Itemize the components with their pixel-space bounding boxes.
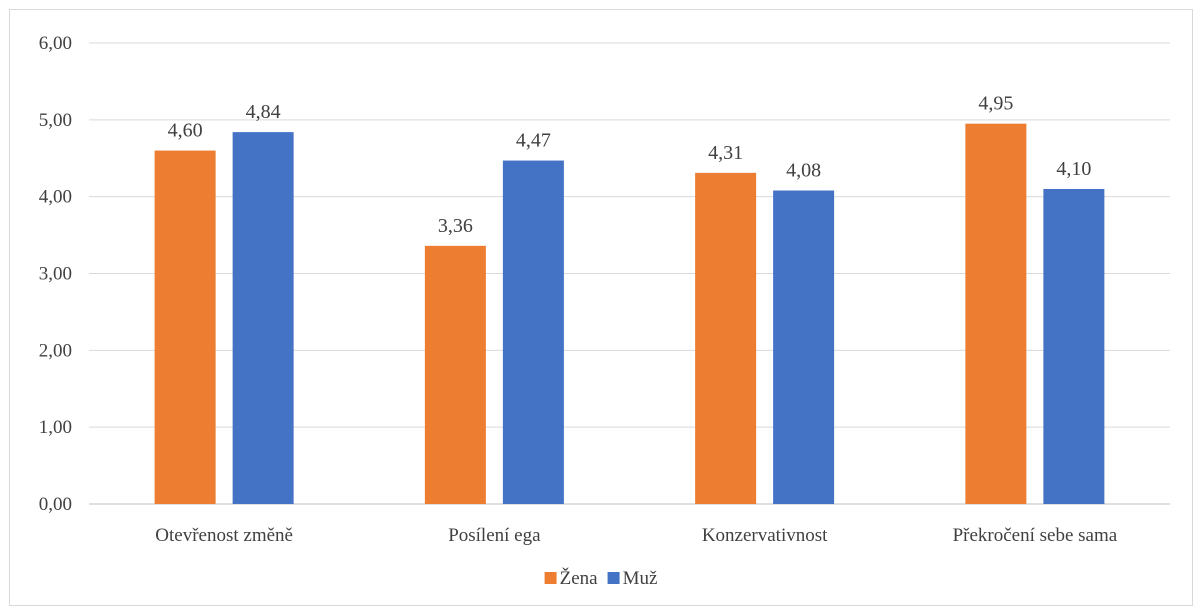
y-tick-label: 4,00: [39, 187, 72, 208]
data-label: 4,08: [786, 160, 821, 182]
legend: Žena Muž: [544, 567, 658, 589]
category-label: Posílení ega: [448, 525, 541, 546]
category-label: Konzervativnost: [702, 525, 828, 546]
legend-label: Žena: [560, 567, 599, 589]
data-label: 3,36: [438, 215, 473, 237]
category-label: Překročení sebe sama: [953, 525, 1118, 546]
bar: [965, 123, 1027, 505]
data-labels: 4,60 4,84 3,36 4,47 4,31 4,08 4,95 4,10: [168, 93, 1092, 237]
bars: [154, 123, 1105, 505]
y-tick-label: 2,00: [39, 340, 72, 361]
data-label: 4,60: [168, 120, 203, 142]
y-tick-label: 3,00: [39, 264, 72, 285]
data-label: 4,95: [978, 93, 1013, 115]
y-tick-label: 6,00: [39, 33, 72, 54]
data-label: 4,47: [516, 130, 551, 152]
data-label: 4,31: [708, 142, 743, 164]
bar: [154, 150, 216, 505]
category-label: Otevřenost změně: [155, 525, 293, 546]
bar: [424, 245, 486, 504]
y-axis-tick-labels: 0,00 1,00 2,00 3,00 4,00 5,00 6,00: [39, 33, 72, 515]
legend-swatch: [607, 572, 620, 584]
legend-swatch: [544, 572, 557, 584]
y-tick-label: 5,00: [39, 110, 72, 131]
data-label: 4,84: [246, 101, 281, 123]
bar: [502, 160, 564, 504]
data-label: 4,10: [1056, 158, 1091, 180]
bar: [1043, 188, 1105, 504]
x-axis-category-labels: Otevřenost změně Posílení ega Konzervativn…: [155, 525, 1117, 546]
y-tick-label: 0,00: [39, 494, 72, 515]
bar: [232, 132, 294, 505]
y-tick-label: 1,00: [39, 417, 72, 438]
bar: [695, 172, 757, 504]
legend-label: Muž: [623, 568, 658, 589]
bar: [773, 190, 835, 504]
